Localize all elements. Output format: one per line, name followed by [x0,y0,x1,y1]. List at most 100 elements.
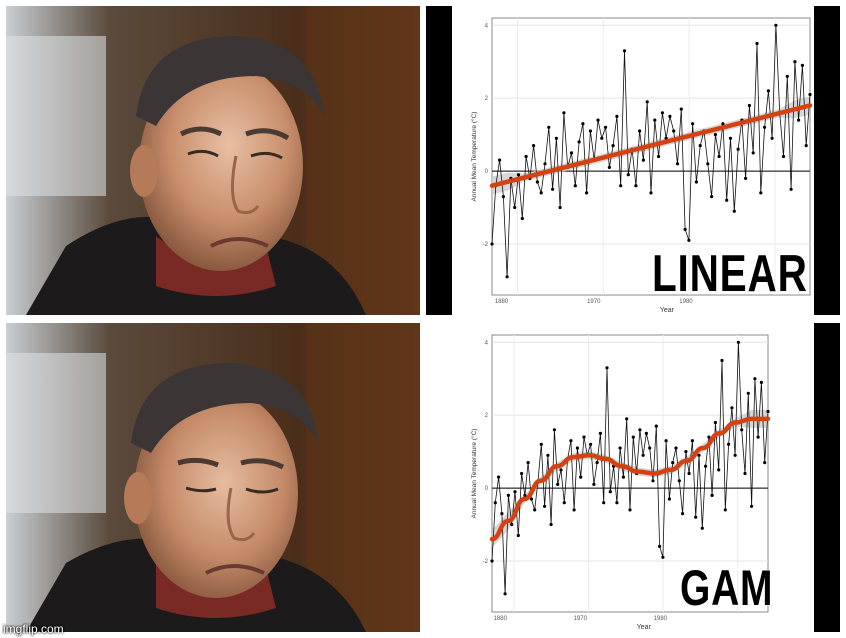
x-tick-label: 1980 [654,616,668,622]
data-point [763,125,767,129]
data-point [546,453,550,457]
data-point [505,275,509,279]
data-point [763,461,767,465]
data-point [654,424,658,428]
data-point [618,446,622,450]
data-point [582,435,586,439]
man-looking-down-photo [6,6,420,315]
data-point [694,515,698,519]
plot-frame [491,334,769,613]
data-point [490,559,494,563]
data-point [490,242,494,246]
data-point [497,475,501,479]
data-point [547,125,551,129]
data-point [604,125,608,129]
data-point [781,154,786,159]
data-point [774,23,778,27]
data-point [746,391,750,395]
fit-line [489,103,813,188]
data-point [493,501,497,505]
caption-linear: LINEAR [652,245,808,304]
data-point [660,111,664,115]
data-point [681,512,685,516]
data-point [797,118,801,122]
data-point [713,133,717,137]
data-point [674,446,678,450]
data-point [631,435,635,439]
data-point [562,501,566,505]
data-point [645,100,649,104]
data-point [573,184,577,188]
y-tick-label: 0 [485,169,489,175]
data-point [625,417,629,421]
data-point [552,428,556,432]
data-point [638,129,642,133]
data-point [592,482,596,486]
data-point [700,526,704,530]
chart-panel-gam: -2 0 2 4 1880 1970 1980 Year Annual Mean Tempera… [426,323,840,632]
y-tick-label: 2 [485,96,489,102]
data-point [704,464,708,468]
data-point [600,136,604,140]
y-axis-label: Annual Mean Temperature (°C) [470,112,478,202]
y-axis-label: Annual Mean Temperature (°C) [470,429,478,519]
y-tick-label: -2 [483,559,489,565]
data-point [785,74,789,78]
y-tick-label: -2 [483,242,489,248]
data-point [615,501,619,505]
data-point [753,377,757,381]
chart-linear: -2 0 2 4 1880 1970 1980 Year Annual Mean Tempera… [452,6,814,315]
data-point [770,136,774,140]
data-point [595,461,599,465]
data-point [644,431,648,435]
data-point [755,41,759,46]
data-point [551,187,555,191]
data-point [543,504,547,508]
data-point [611,144,615,148]
data-point [607,165,611,169]
data-point [513,205,517,210]
y-tick-label: 0 [485,486,489,492]
data-point [744,176,748,180]
data-point [605,366,609,370]
data-point [736,147,740,151]
data-point [526,461,530,465]
data-point [543,162,547,166]
data-point [498,158,502,162]
data-point [539,442,543,446]
data-point [501,195,505,199]
data-point [759,191,763,195]
x-axis-label: Year [660,307,675,314]
data-point [683,227,687,231]
y-tick-label: 4 [485,23,489,29]
data-point [710,493,714,497]
data-point [717,154,721,159]
x-tick-label: 1980 [679,299,693,305]
data-point [675,162,680,166]
y-tick-label: 2 [485,413,489,419]
data-point [664,439,668,443]
data-point [524,154,528,159]
data-point [500,512,504,516]
data-point [725,198,729,202]
data-point [579,475,583,479]
data-point [532,144,536,148]
data-point [750,504,754,508]
data-point [658,544,662,548]
data-point [679,107,683,111]
data-point [535,180,539,184]
data-point [667,497,671,501]
data-point [648,446,652,450]
photo-panel-bottom [6,323,420,632]
data-point [661,555,665,559]
data-point [651,479,655,483]
photo-panel-top [6,6,420,315]
plot-frame [491,17,811,296]
x-tick-label: 1970 [574,616,588,622]
data-point [723,508,727,512]
data-point [638,428,642,432]
data-point [575,446,579,450]
data-point [628,508,632,512]
data-point [649,191,653,195]
data-point [793,60,797,64]
